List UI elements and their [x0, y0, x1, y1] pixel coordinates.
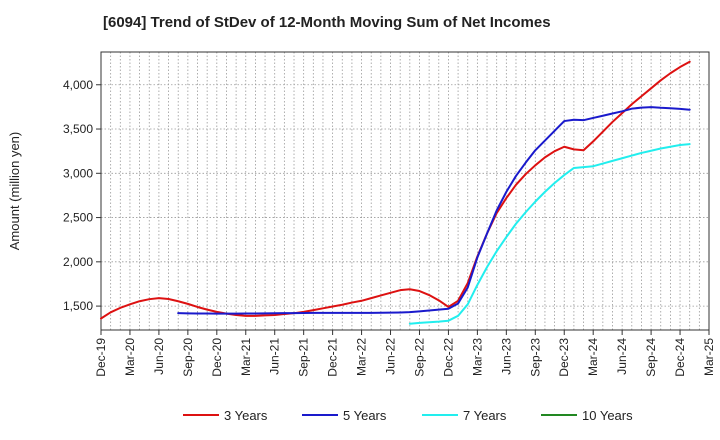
x-tick-label: Mar-20 — [123, 338, 137, 376]
x-tick-label: Dec-22 — [441, 338, 455, 377]
x-tick-label: Mar-23 — [470, 338, 484, 376]
x-tick-label: Sep-20 — [181, 338, 195, 377]
y-tick-label: 4,000 — [63, 78, 93, 92]
legend-label: 5 Years — [343, 408, 387, 423]
y-tick-label: 1,500 — [63, 299, 93, 313]
plot-area-frame — [100, 51, 710, 331]
series-line-5-years — [177, 106, 691, 315]
x-tick-label: Dec-24 — [673, 338, 687, 377]
x-tick-label: Jun-23 — [499, 338, 513, 375]
chart-title: [6094] Trend of StDev of 12-Month Moving… — [103, 14, 551, 31]
x-tick-label: Dec-19 — [94, 338, 108, 377]
x-tick-label: Dec-20 — [210, 338, 224, 377]
x-tick-label: Mar-21 — [239, 338, 253, 376]
x-tick-label: Mar-22 — [355, 338, 369, 376]
x-tick-label: Mar-24 — [586, 338, 600, 376]
y-tick-label: 2,000 — [63, 255, 93, 269]
y-tick-label: 2,500 — [63, 211, 93, 225]
y-tick-label: 3,000 — [63, 166, 93, 180]
legend-label: 3 Years — [224, 408, 268, 423]
x-tick-label: Sep-23 — [528, 338, 542, 377]
y-tick-label: 3,500 — [63, 122, 93, 136]
x-tick-label: Mar-25 — [702, 338, 716, 376]
x-tick-label: Jun-22 — [384, 338, 398, 375]
x-tick-label: Sep-24 — [644, 338, 658, 377]
x-tick-label: Sep-22 — [412, 338, 426, 377]
series-line-3-years — [100, 60, 691, 320]
y-axis-label: Amount (million yen) — [7, 132, 22, 251]
x-tick-label: Dec-21 — [326, 338, 340, 377]
x-tick-label: Jun-21 — [268, 338, 282, 375]
legend-label: 10 Years — [582, 408, 633, 423]
legend-label: 7 Years — [463, 408, 507, 423]
series-line-7-years — [408, 143, 691, 325]
x-tick-label: Jun-20 — [152, 338, 166, 375]
x-tick-label: Sep-21 — [297, 338, 311, 377]
x-tick-label: Dec-23 — [557, 338, 571, 377]
x-tick-label: Jun-24 — [615, 338, 629, 375]
